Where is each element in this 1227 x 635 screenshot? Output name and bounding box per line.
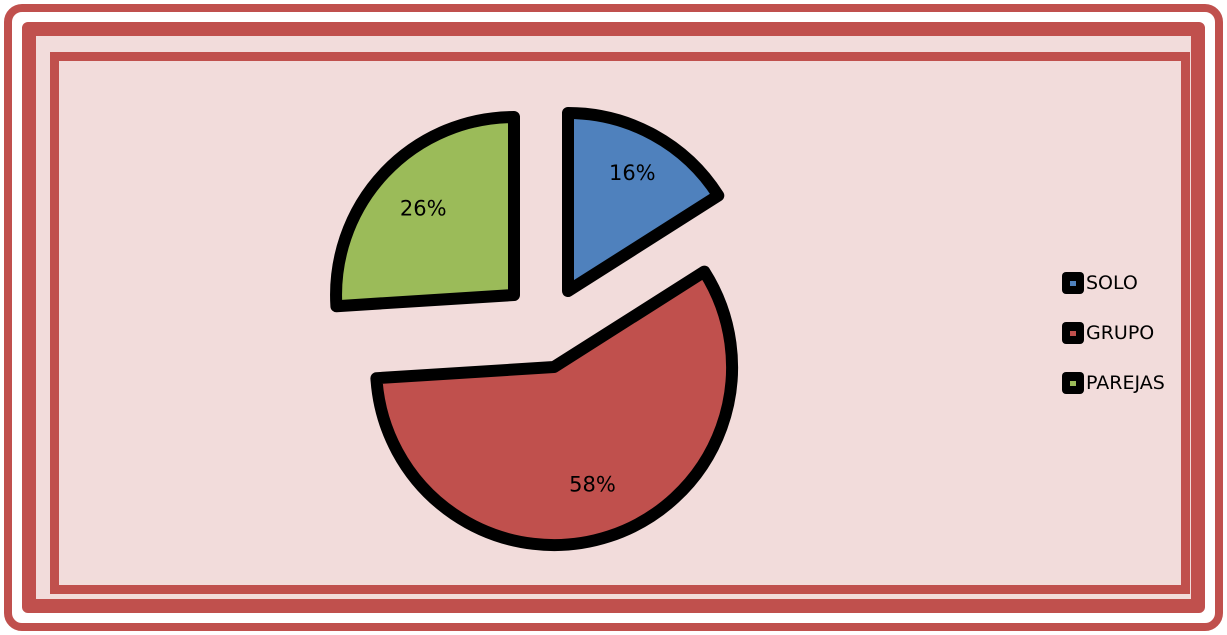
legend-key-grupo <box>1062 322 1084 344</box>
legend: SOLO GRUPO PAREJAS <box>1062 258 1165 408</box>
data-label-parejas: 26% <box>400 197 447 221</box>
data-label-grupo: 58% <box>569 473 616 497</box>
legend-label-solo: SOLO <box>1086 272 1138 294</box>
legend-swatch-solo <box>1070 280 1076 286</box>
legend-swatch-parejas <box>1070 380 1076 386</box>
legend-item-parejas: PAREJAS <box>1062 358 1165 408</box>
pie-slice-parejas <box>330 111 520 313</box>
legend-label-grupo: GRUPO <box>1086 322 1155 344</box>
legend-item-solo: SOLO <box>1062 258 1165 308</box>
data-label-solo: 16% <box>609 161 656 185</box>
legend-label-parejas: PAREJAS <box>1086 372 1165 394</box>
pie-slice-grupo <box>370 265 739 551</box>
legend-swatch-grupo <box>1070 330 1076 336</box>
pie-slice-solo <box>562 107 725 297</box>
legend-key-solo <box>1062 272 1084 294</box>
legend-key-parejas <box>1062 372 1084 394</box>
legend-item-grupo: GRUPO <box>1062 308 1165 358</box>
